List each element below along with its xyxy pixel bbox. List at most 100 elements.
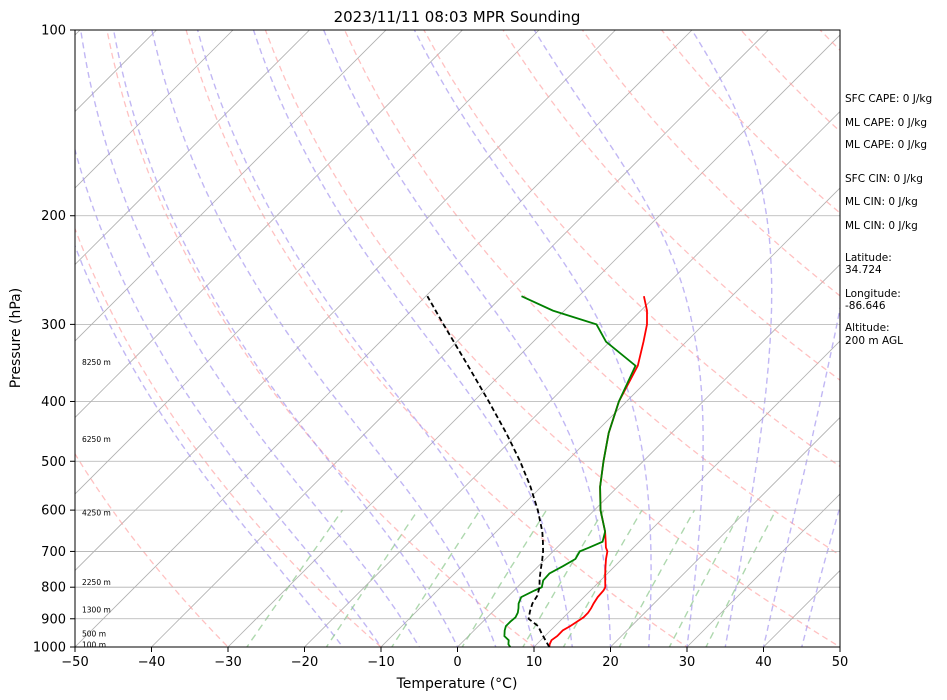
y-tick-label: 800	[41, 581, 66, 596]
info-longitude-value: -86.646	[845, 300, 886, 312]
mixing-ratio-line	[461, 509, 548, 647]
isotherm-line	[456, 263, 840, 647]
height-label: 500 m	[82, 629, 106, 638]
isotherm-line	[380, 187, 840, 647]
info-latitude-value: 34.724	[845, 264, 882, 276]
isotherm-line	[75, 30, 311, 266]
x-tick-label: 50	[832, 655, 849, 670]
x-tick-label: −30	[214, 655, 241, 670]
mixing-ratio-line	[668, 509, 743, 647]
info-altitude-value: 200 m AGL	[845, 335, 903, 347]
info-ml-cin-1: ML CIN: 0 J/kg	[845, 196, 918, 208]
moist-adiabat	[801, 504, 840, 647]
y-axis-label: Pressure (hPa)	[8, 288, 24, 388]
isotherm-line	[75, 30, 387, 342]
moist-adiabat	[533, 30, 704, 647]
height-label: 100 m	[82, 640, 106, 649]
x-tick-label: −50	[61, 655, 88, 670]
info-ml-cape-1: ML CAPE: 0 J/kg	[845, 117, 927, 129]
height-label: 8250 m	[82, 358, 111, 367]
mixing-ratio-line	[325, 509, 419, 647]
dry-adiabat	[423, 30, 840, 468]
isotherm-line	[75, 30, 617, 572]
y-tick-label: 1000	[33, 641, 66, 656]
moist-adiabat	[79, 30, 421, 647]
isotherm-line	[75, 30, 693, 647]
background-lines	[75, 30, 840, 647]
y-tick-label: 900	[41, 612, 66, 627]
info-panel: SFC CAPE: 0 J/kg ML CAPE: 0 J/kg ML CAPE…	[845, 93, 932, 347]
height-label: 1300 m	[82, 606, 111, 615]
x-tick-label: 20	[602, 655, 619, 670]
pressure-grid	[75, 215, 840, 620]
mixing-ratio-line	[246, 509, 344, 647]
parcel-profile	[426, 295, 551, 647]
x-tick-label: 40	[755, 655, 772, 670]
y-axis: 100 200 300 400 500 600 700 800 900 1000	[33, 24, 75, 656]
info-ml-cin-2: ML CIN: 0 J/kg	[845, 220, 918, 232]
y-tick-label: 200	[41, 209, 66, 224]
isotherm-line	[533, 340, 840, 647]
y-tick-label: 500	[41, 455, 66, 470]
info-sfc-cape: SFC CAPE: 0 J/kg	[845, 93, 932, 105]
x-tick-label: −10	[367, 655, 394, 670]
isotherm-line	[75, 30, 158, 113]
height-labels: 100 m 500 m 1300 m 2250 m 4250 m 6250 m 8250 m	[82, 358, 111, 649]
info-altitude-label: Altitude:	[845, 322, 890, 334]
mixing-ratio-line	[562, 509, 643, 647]
isotherm-line	[303, 110, 840, 647]
moist-adiabat	[75, 244, 344, 647]
y-tick-label: 400	[41, 395, 66, 410]
isotherm-line	[227, 34, 840, 647]
moist-adiabat	[75, 147, 382, 647]
y-tick-label: 100	[41, 24, 66, 39]
y-tick-label: 700	[41, 545, 66, 560]
dry-adiabat	[344, 30, 840, 556]
moist-adiabat	[762, 304, 840, 647]
dry-adiabat	[75, 226, 382, 647]
dry-adiabat	[185, 30, 689, 647]
moist-adiabat	[413, 30, 652, 647]
mixing-ratio-line	[618, 509, 696, 647]
y-tick-label: 600	[41, 504, 66, 519]
dry-adiabat	[75, 452, 229, 647]
info-longitude-label: Longitude:	[845, 288, 901, 300]
x-axis-label: Temperature (°C)	[396, 676, 518, 692]
x-tick-label: −20	[291, 655, 318, 670]
moist-adiabat	[691, 30, 773, 647]
chart-title: 2023/11/11 08:03 MPR Sounding	[334, 8, 581, 26]
mixing-ratio-line	[705, 509, 777, 647]
moist-adiabat	[112, 30, 459, 647]
isotherm-line	[686, 493, 840, 647]
x-tick-label: 0	[453, 655, 461, 670]
isotherm-line	[150, 30, 770, 647]
dry-adiabat	[502, 30, 840, 381]
isotherm-line	[609, 416, 840, 647]
isotherm-line	[75, 30, 234, 189]
dry-adiabat	[106, 30, 536, 647]
info-latitude-label: Latitude:	[845, 252, 892, 264]
x-axis: −50 −40 −30 −20 −10 0 10 20 30 40 50	[61, 647, 848, 670]
mixing-ratio-line	[522, 509, 605, 647]
mixing-ratio-line	[390, 509, 481, 647]
dry-adiabat	[264, 30, 840, 647]
moist-adiabat	[151, 30, 497, 647]
isotherm-line	[75, 30, 540, 495]
moist-adiabat	[196, 30, 535, 647]
moist-adiabat	[322, 30, 612, 647]
x-tick-label: −40	[138, 655, 165, 670]
height-label: 2250 m	[82, 578, 111, 587]
x-tick-label: 10	[526, 655, 543, 670]
series-group	[426, 295, 648, 647]
info-sfc-cin: SFC CIN: 0 J/kg	[845, 173, 923, 185]
height-label: 4250 m	[82, 508, 111, 517]
dewpoint-profile	[503, 295, 637, 647]
info-ml-cape-2: ML CAPE: 0 J/kg	[845, 139, 927, 151]
x-tick-label: 30	[679, 655, 696, 670]
moist-adiabat	[252, 30, 574, 647]
height-label: 6250 m	[82, 435, 111, 444]
plot-frame	[74, 29, 841, 648]
y-tick-label: 300	[41, 318, 66, 333]
